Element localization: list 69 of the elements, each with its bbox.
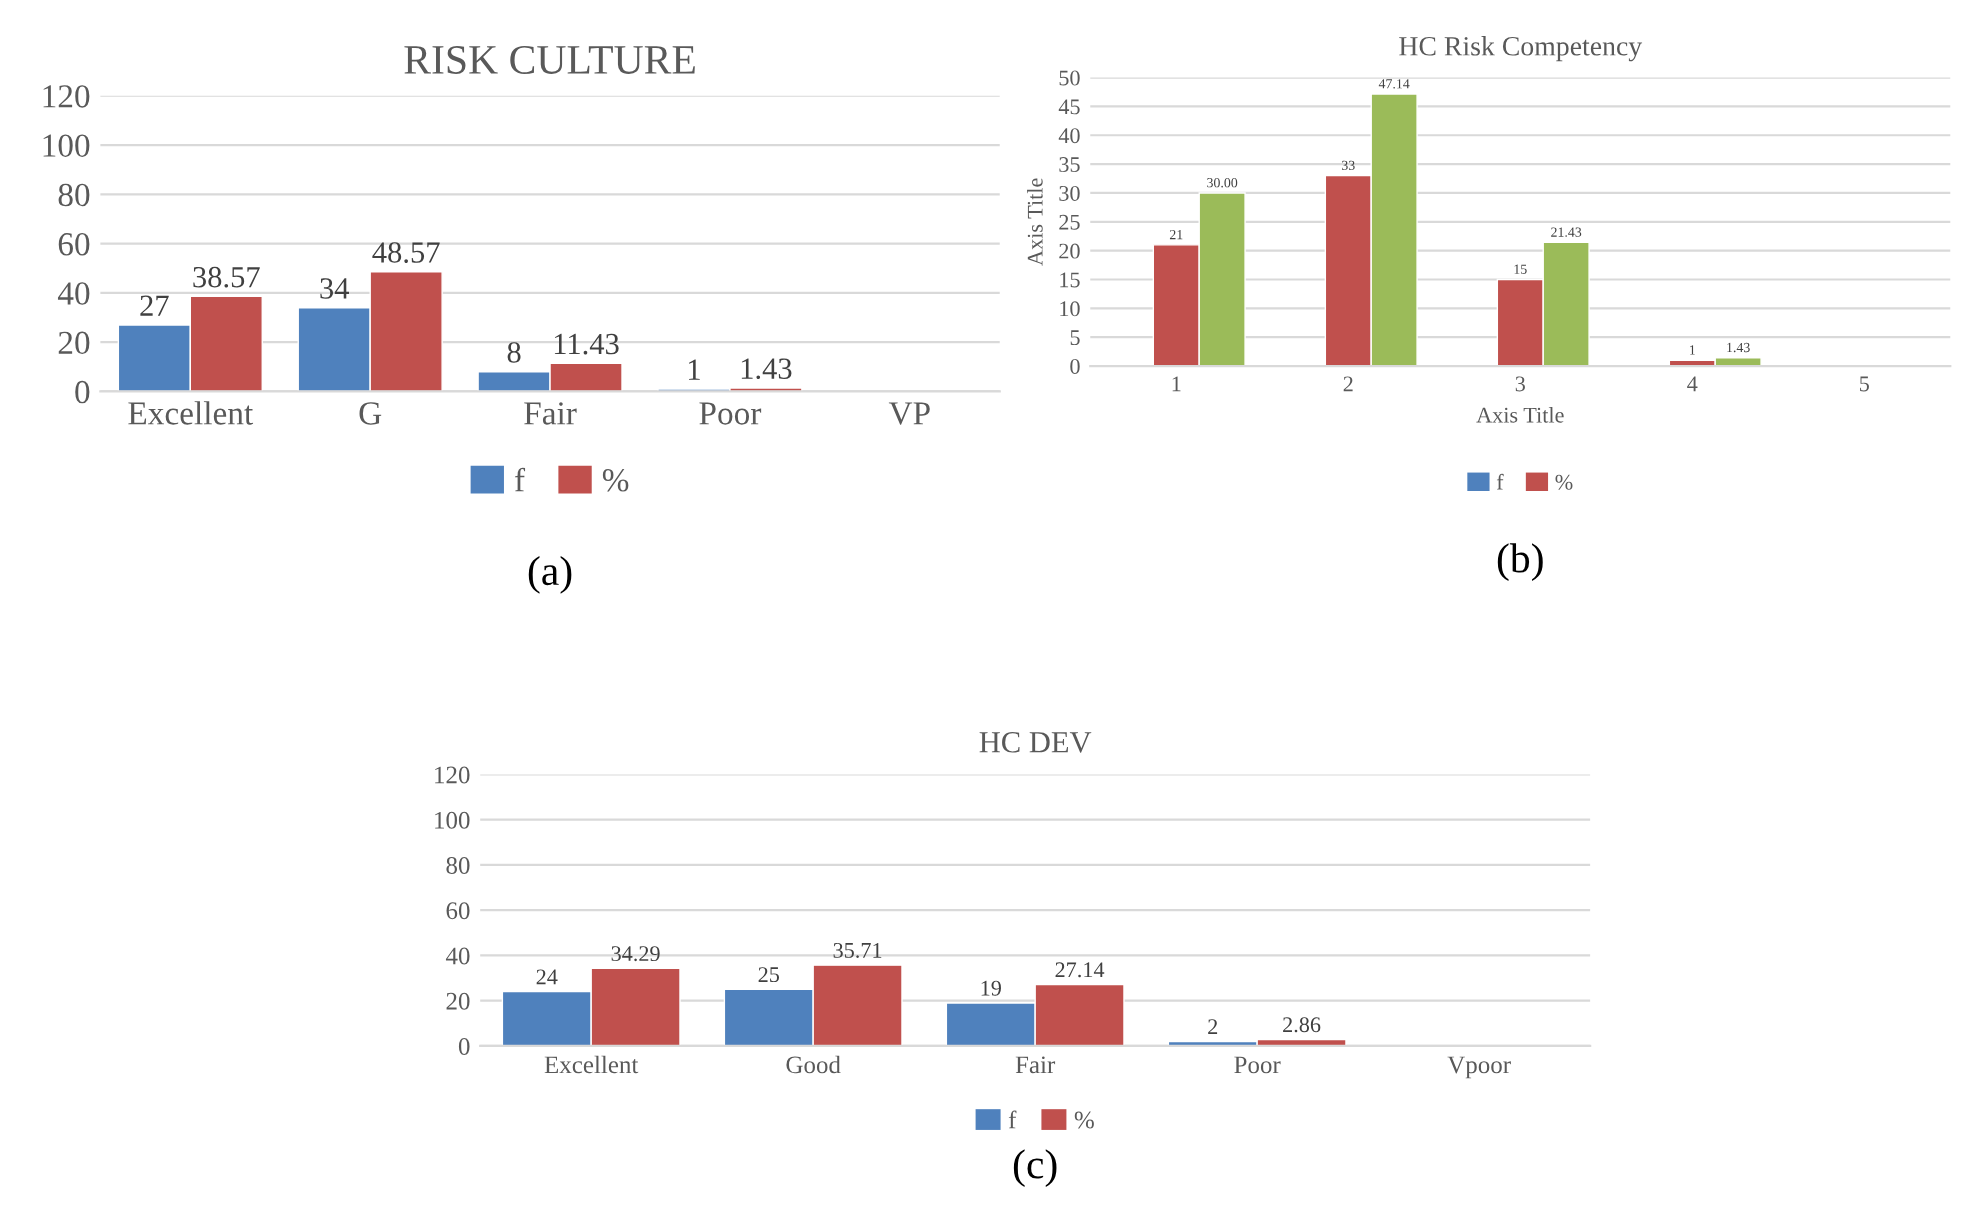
x-tick-label: Excellent <box>544 1055 639 1074</box>
y-tick-label: 20 <box>446 992 470 1010</box>
y-tick-label: 60 <box>58 233 90 256</box>
x-tick-label: 5 <box>1860 376 1869 392</box>
legend-label: % <box>1074 1111 1094 1129</box>
text: (b) <box>1497 543 1543 582</box>
chart-title: HC DEV <box>979 732 1092 753</box>
y-tick-label: 35 <box>1059 157 1080 173</box>
x-tick-label: Poor <box>699 402 762 425</box>
x-tick-label: 4 <box>1687 376 1698 392</box>
y-tick-label: 40 <box>57 282 90 305</box>
x-tick-label: Fair <box>1015 1056 1056 1074</box>
legend-label: % <box>602 469 629 492</box>
y-tick-label: 15 <box>1060 272 1080 288</box>
y-tick-label: 0 <box>458 1038 470 1055</box>
data-label: 27 <box>140 295 169 316</box>
legend-label: % <box>1555 474 1573 490</box>
data-label: 38.57 <box>193 266 260 288</box>
data-label: 48.57 <box>372 242 440 263</box>
y-tick-label: 80 <box>58 183 90 207</box>
data-label: 2.86 <box>1283 1017 1321 1033</box>
y-tick-label: 40 <box>445 947 470 965</box>
y-tick-label: 80 <box>446 857 470 874</box>
x-tick-label: Good <box>786 1055 841 1074</box>
data-label: 34 <box>320 278 350 299</box>
x-tick-label: VP <box>888 402 930 425</box>
data-label: 8 <box>507 342 521 363</box>
x-tick-label: Vpoor <box>1447 1056 1511 1079</box>
y-tick-label: 50 <box>1059 70 1080 86</box>
x-tick-label: 1 <box>1172 376 1181 392</box>
y-tick-label: 100 <box>43 134 90 157</box>
y-axis-title: Axis Title <box>1027 178 1043 266</box>
x-tick-label: 3 <box>1515 376 1525 392</box>
data-label: 11.43 <box>554 333 619 355</box>
chart-title: HC Risk Competency <box>1399 36 1643 62</box>
y-tick-label: 20 <box>58 331 90 355</box>
data-label: 24 <box>536 969 558 985</box>
y-tick-label: 5 <box>1070 330 1080 346</box>
y-tick-label: 120 <box>43 85 90 108</box>
text: (c) <box>1013 1149 1057 1188</box>
data-label: 25 <box>758 967 780 983</box>
y-tick-label: 40 <box>1058 128 1080 144</box>
data-label: 2 <box>1208 1019 1218 1034</box>
x-tick-label: 2 <box>1343 376 1353 392</box>
y-tick-label: 0 <box>75 380 90 404</box>
y-tick-label: 20 <box>1059 243 1080 259</box>
y-tick-label: 60 <box>446 902 470 920</box>
x-tick-label: Excellent <box>128 401 254 425</box>
legend-label: f <box>1008 1110 1017 1129</box>
legend-label: f <box>1496 473 1504 490</box>
y-tick-label: 10 <box>1060 301 1080 317</box>
data-label: 27.14 <box>1055 962 1105 978</box>
data-label: 19 <box>981 980 1001 996</box>
y-tick-label: 45 <box>1058 99 1080 115</box>
x-tick-label: Fair <box>524 402 577 425</box>
y-tick-label: 30 <box>1059 185 1080 201</box>
text: (a) <box>528 555 572 594</box>
x-tick-label: Poor <box>1234 1056 1281 1074</box>
legend-label: f <box>514 467 526 492</box>
chart-title: RISK CULTURE <box>404 45 695 74</box>
y-tick-label: 120 <box>435 766 470 784</box>
y-tick-label: 100 <box>435 811 470 829</box>
data-label: 34.29 <box>611 946 660 962</box>
x-axis-title: Axis Title <box>1476 407 1564 423</box>
y-tick-label: 25 <box>1059 214 1080 230</box>
y-tick-label: 0 <box>1070 358 1080 374</box>
x-tick-label: G <box>359 402 382 425</box>
data-label: 35.71 <box>833 942 882 958</box>
data-label: 1.43 <box>741 358 792 380</box>
